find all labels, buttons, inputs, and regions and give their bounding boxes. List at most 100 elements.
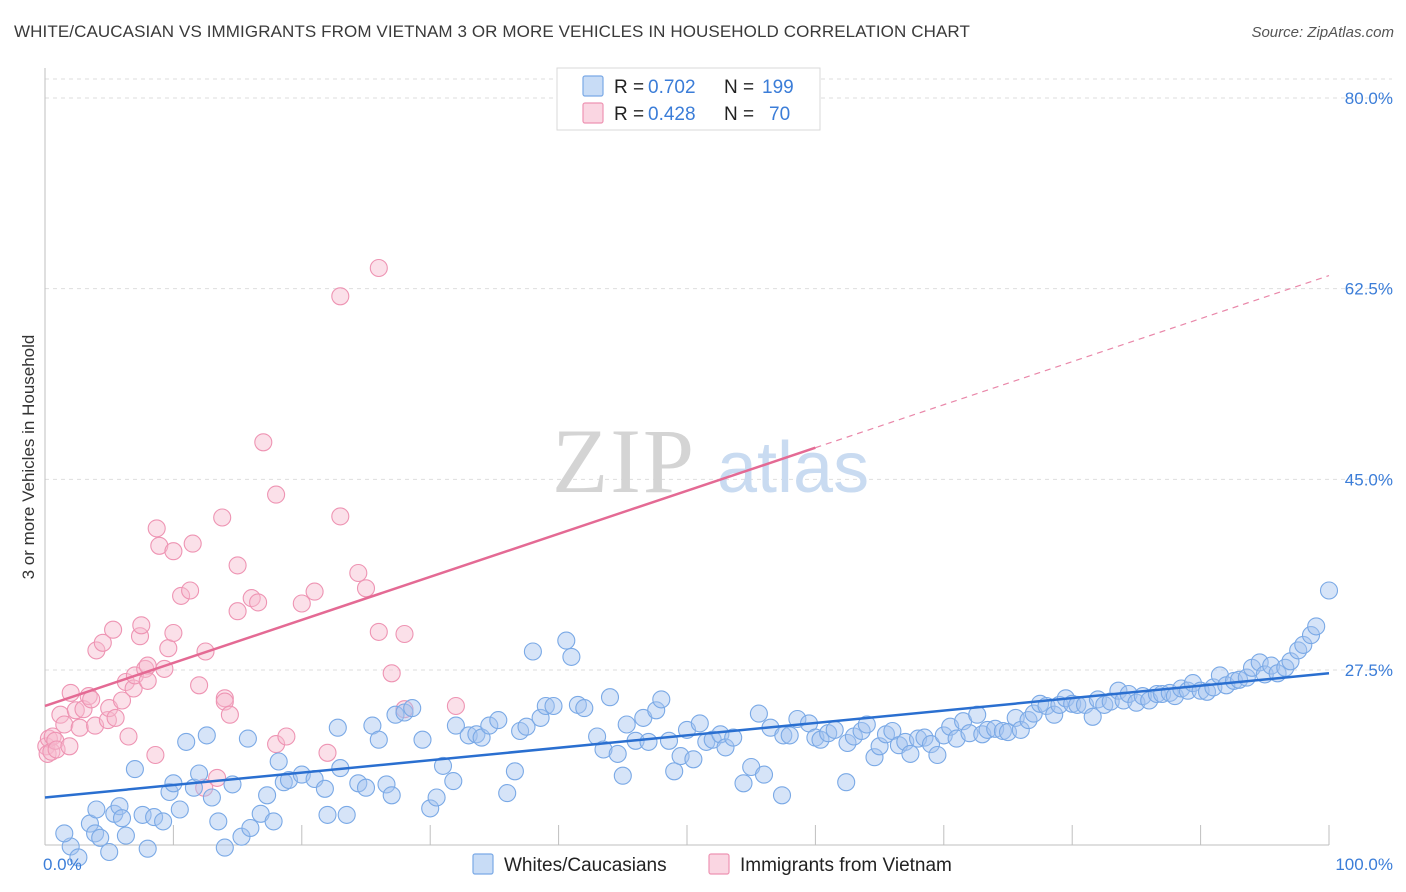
point-vietnam-47 [213, 508, 232, 527]
point-whites-6 [91, 828, 110, 847]
point-vietnam-25 [119, 727, 138, 746]
point-whites-16 [154, 812, 173, 831]
trend-line-extension-vietnam [815, 275, 1330, 449]
point-vietnam-35 [150, 536, 169, 555]
point-vietnam-57 [267, 485, 286, 504]
point-whites-12 [125, 760, 144, 779]
chart-source: Source: ZipAtlas.com [1251, 24, 1394, 41]
point-vietnam-66 [369, 258, 388, 278]
legend-box: R = 0.702 N = 199 R = 0.428 N = 70 [556, 67, 821, 131]
point-vietnam-18 [93, 633, 112, 652]
legend-swatch-whites [582, 75, 604, 97]
point-whites-125 [915, 728, 934, 747]
point-whites-22 [190, 764, 209, 783]
point-whites-65 [505, 762, 524, 781]
point-whites-85 [647, 701, 666, 720]
legend-r-value-vietnam: 0.428 [648, 104, 696, 125]
point-whites-60 [467, 725, 486, 744]
point-vietnam-33 [146, 745, 165, 765]
point-whites-63 [489, 711, 508, 730]
point-whites-5 [87, 800, 106, 819]
point-whites-116 [857, 715, 876, 734]
point-vietnam-58 [277, 727, 296, 746]
point-whites-105 [780, 726, 799, 745]
point-whites-9 [110, 797, 129, 816]
point-whites-64 [498, 784, 517, 803]
point-whites-19 [170, 800, 189, 819]
point-whites-56 [433, 756, 453, 775]
point-whites-80 [613, 766, 632, 785]
point-whites-151 [1083, 707, 1102, 726]
legend-n-value-vietnam: 70 [769, 104, 790, 125]
chart-title: WHITE/CAUCASIAN VS IMMIGRANTS FROM VIETN… [14, 22, 970, 41]
watermark-atlas: atlas [717, 428, 869, 508]
point-whites-25 [209, 812, 228, 831]
point-vietnam-41 [181, 581, 200, 600]
point-whites-109 [811, 730, 830, 749]
point-whites-112 [837, 773, 856, 792]
legend-r-label-vietnam: R = [614, 104, 644, 125]
point-vietnam-12 [70, 718, 89, 737]
point-vietnam-42 [183, 534, 202, 553]
point-whites-100 [749, 704, 768, 723]
point-vietnam-8 [55, 715, 74, 734]
point-whites-39 [315, 779, 334, 798]
point-whites-187 [1319, 581, 1339, 600]
point-whites-91 [684, 750, 703, 769]
point-whites-48 [377, 775, 396, 794]
point-whites-43 [337, 805, 356, 824]
point-vietnam-26 [124, 679, 143, 698]
point-whites-54 [421, 799, 440, 818]
point-whites-34 [269, 752, 288, 771]
point-vietnam-40 [172, 586, 191, 605]
point-vietnam-17 [87, 641, 106, 660]
legend-n-label-vietnam: N = [724, 104, 754, 125]
point-whites-97 [724, 728, 743, 747]
point-vietnam-62 [331, 507, 350, 526]
point-whites-117 [865, 748, 884, 767]
point-whites-92 [690, 714, 709, 733]
point-whites-126 [921, 735, 941, 754]
watermark-zip: ZIP [552, 410, 696, 512]
point-whites-41 [328, 718, 347, 737]
x-tick-label-0: 0.0% [43, 855, 82, 874]
point-whites-183 [1289, 641, 1308, 660]
point-vietnam-22 [106, 708, 125, 727]
point-vietnam-43 [190, 676, 209, 695]
point-whites-87 [659, 731, 679, 750]
point-whites-13 [133, 805, 152, 824]
point-whites-67 [517, 717, 536, 736]
trend-lines [44, 275, 1330, 799]
point-whites-127 [928, 745, 947, 765]
point-whites-177 [1250, 653, 1269, 672]
bottom-legend: Whites/Caucasians Immigrants from Vietna… [472, 853, 952, 876]
point-whites-96 [716, 738, 735, 757]
point-whites-17 [160, 782, 179, 802]
point-whites-33 [264, 812, 283, 831]
point-vietnam-39 [164, 542, 183, 561]
point-vietnam-68 [382, 664, 401, 683]
watermark: ZIP atlas [552, 410, 869, 512]
point-vietnam-23 [112, 691, 132, 710]
point-vietnam-50 [220, 705, 239, 724]
point-whites-32 [258, 786, 277, 805]
point-vietnam-61 [318, 743, 337, 762]
trend-line-vietnam [44, 446, 816, 708]
point-vietnam-37 [159, 639, 178, 658]
point-vietnam-32 [138, 671, 157, 690]
point-vietnam-56 [267, 735, 286, 754]
y-tick-label-1: 45.0% [1345, 470, 1393, 489]
legend-r-value-whites: 0.702 [648, 77, 696, 98]
point-vietnam-55 [254, 433, 273, 452]
point-whites-24 [202, 788, 221, 807]
y-tick-label-0: 27.5% [1345, 661, 1393, 680]
bottom-legend-swatch-whites [472, 853, 494, 875]
point-whites-86 [652, 690, 671, 709]
point-whites-186 [1307, 617, 1326, 636]
bottom-legend-label-whites: Whites/Caucasians [504, 855, 667, 876]
point-whites-79 [608, 744, 627, 763]
point-whites-73 [562, 647, 581, 666]
gridlines [45, 78, 1392, 671]
point-vietnam-21 [104, 620, 123, 639]
